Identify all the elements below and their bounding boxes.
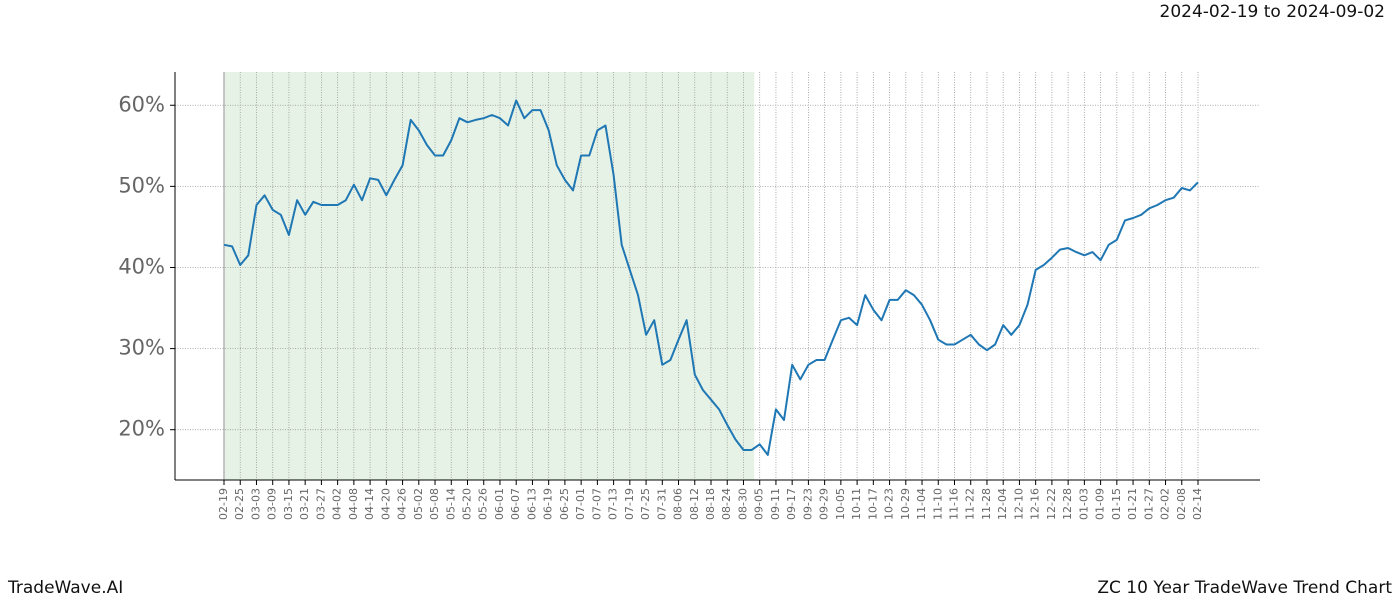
x-tick-label: 07-31 [655,488,668,520]
x-tick-label: 02-02 [1159,488,1172,520]
x-tick-label: 07-07 [590,488,603,520]
x-tick-label: 08-18 [704,488,717,520]
x-tick-label: 10-11 [850,488,863,520]
x-tick-label: 07-19 [623,488,636,520]
x-tick-label: 02-25 [233,488,246,520]
x-tick-label: 12-16 [1029,488,1042,520]
x-tick-label: 11-22 [964,488,977,520]
x-tick-label: 01-03 [1077,488,1090,520]
y-tick-label: 60% [118,92,165,116]
y-tick-label: 50% [118,173,165,197]
x-tick-label: 06-01 [493,488,506,520]
x-tick-label: 10-17 [866,488,879,520]
x-tick-label: 04-26 [396,488,409,520]
x-tick-label: 12-22 [1045,488,1058,520]
highlight-window [224,72,755,480]
x-tick-label: 02-19 [217,488,230,520]
x-tick-label: 09-05 [753,488,766,520]
x-tick-label: 04-20 [379,488,392,520]
x-tick-label: 12-04 [996,488,1009,520]
x-tick-label: 08-24 [720,488,733,520]
x-tick-label: 03-27 [314,488,327,520]
x-tick-label: 01-21 [1126,488,1139,520]
x-tick-label: 11-28 [980,488,993,520]
x-tick-label: 03-03 [249,488,262,520]
x-tick-label: 05-14 [444,488,457,520]
x-tick-label: 10-29 [899,488,912,520]
x-tick-label: 11-04 [915,488,928,520]
x-tick-label: 07-01 [574,488,587,520]
x-tick-label: 08-06 [672,488,685,520]
x-tick-label: 10-23 [883,488,896,520]
x-tick-label: 09-17 [785,488,798,520]
x-tick-label: 05-20 [461,488,474,520]
x-tick-label: 01-09 [1094,488,1107,520]
x-tick-label: 03-21 [298,488,311,520]
x-tick-label: 06-25 [558,488,571,520]
y-tick-label: 20% [118,417,165,441]
x-tick-label: 09-29 [818,488,831,520]
y-tick-label: 40% [118,254,165,278]
x-tick-label: 09-11 [769,488,782,520]
x-tick-label: 01-27 [1142,488,1155,520]
x-tick-label: 03-09 [266,488,279,520]
x-tick-label: 06-07 [509,488,522,520]
trend-line [223,99,1199,456]
x-tick-label: 06-13 [525,488,538,520]
y-tick-label: 30% [118,336,165,360]
chart-title: ZC 10 Year TradeWave Trend Chart [1097,578,1392,598]
x-tick-label: 08-12 [688,488,701,520]
x-tick-label: 06-19 [542,488,555,520]
x-tick-label: 02-08 [1175,488,1188,520]
x-tick-label: 08-30 [736,488,749,520]
x-tick-label: 01-15 [1110,488,1123,520]
x-tick-label: 09-23 [801,488,814,520]
x-tick-label: 11-16 [948,488,961,520]
x-tick-label: 04-08 [347,488,360,520]
x-tick-label: 07-25 [639,488,652,520]
x-tick-label: 03-15 [282,488,295,520]
x-tick-label: 02-14 [1191,488,1204,520]
x-tick-label: 05-08 [428,488,441,520]
date-range: 2024-02-19 to 2024-09-02 [1160,2,1385,22]
x-tick-label: 12-10 [1012,488,1025,520]
x-tick-label: 04-14 [363,488,376,520]
x-tick-label: 05-02 [412,488,425,520]
x-tick-label: 07-13 [607,488,620,520]
x-tick-label: 12-28 [1061,488,1074,520]
x-tick-label: 11-10 [931,488,944,520]
x-tick-label: 10-05 [834,488,847,520]
x-tick-label: 05-26 [477,488,490,520]
x-tick-label: 04-02 [331,488,344,520]
watermark: TradeWave.AI [7,578,123,598]
